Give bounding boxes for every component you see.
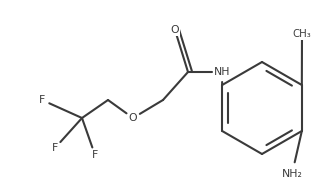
Text: F: F bbox=[39, 95, 45, 105]
Text: NH: NH bbox=[214, 67, 230, 77]
Text: NH₂: NH₂ bbox=[282, 169, 302, 179]
Text: O: O bbox=[129, 113, 137, 123]
Text: CH₃: CH₃ bbox=[293, 29, 311, 39]
Text: O: O bbox=[171, 25, 179, 35]
Text: F: F bbox=[52, 143, 58, 153]
Text: F: F bbox=[92, 150, 98, 160]
